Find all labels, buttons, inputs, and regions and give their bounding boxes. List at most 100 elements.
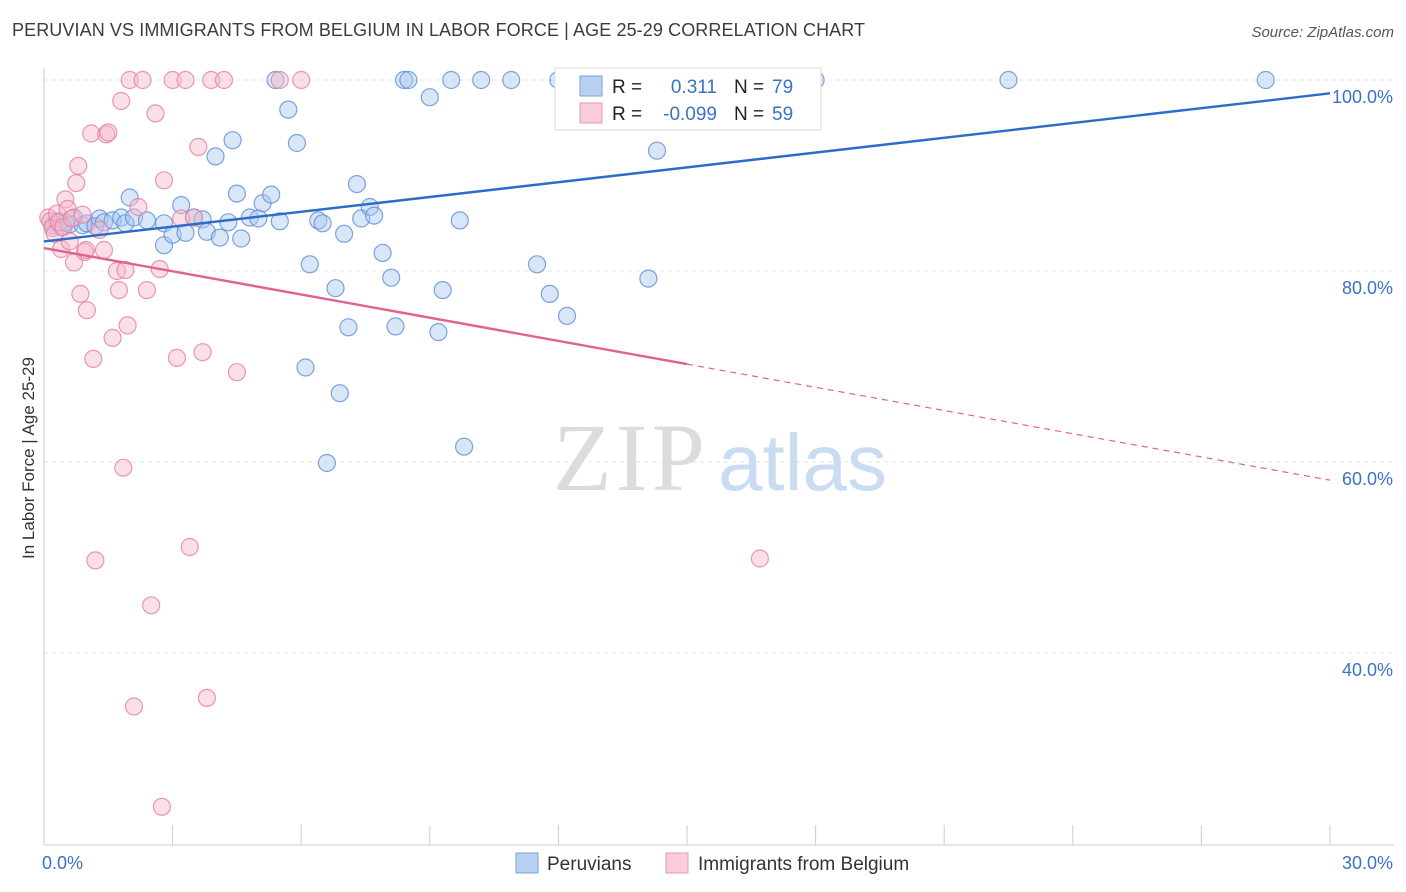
- peruvian-point: [365, 206, 384, 225]
- belgium-point: [202, 70, 221, 90]
- belgium-point: [109, 281, 129, 300]
- peruvian-point: [502, 70, 521, 90]
- y-tick-label-1: 80.0%: [1342, 278, 1393, 298]
- trend-lines: [43, 92, 1331, 481]
- legend-n-label-1: N =: [734, 104, 764, 125]
- chart-source: Source: ZipAtlas.com: [1251, 24, 1394, 41]
- peruvian-point: [330, 384, 349, 403]
- peruvian-point: [420, 88, 439, 107]
- belgium-point: [124, 697, 144, 716]
- legend-r-value-0: 0.311: [671, 77, 717, 98]
- peruvian-point: [326, 279, 345, 298]
- peruvian-point: [442, 70, 461, 90]
- peruvian-point: [382, 268, 401, 287]
- y-axis-title: In Labor Force | Age 25-29: [19, 357, 38, 559]
- peruvian-point: [300, 255, 319, 274]
- peruvian-point: [227, 184, 246, 203]
- belgium-point: [176, 70, 195, 90]
- belgium-point: [99, 123, 118, 142]
- belgium-point: [69, 156, 88, 175]
- belgium-point: [118, 316, 137, 335]
- x-tick-labels: 0.0% 30.0%: [42, 853, 1393, 873]
- belgium-point: [180, 537, 199, 557]
- peruvian-point: [999, 70, 1018, 90]
- belgium-point: [270, 70, 289, 90]
- belgium-point: [94, 240, 114, 260]
- x-tick-label-1: 30.0%: [1342, 853, 1393, 873]
- belgium-point: [193, 343, 212, 362]
- belgium-point: [84, 349, 103, 368]
- belgium-point: [189, 137, 208, 156]
- belgium-point: [292, 70, 311, 90]
- x-tick-label-0: 0.0%: [42, 853, 83, 873]
- peruvian-point: [172, 196, 191, 215]
- belgium-point: [86, 551, 105, 570]
- peruvian-point: [313, 214, 332, 233]
- belgium-point: [67, 174, 86, 193]
- peruvian-point: [395, 70, 414, 90]
- peruvian-point: [1256, 70, 1275, 90]
- belgium-point: [146, 104, 165, 123]
- watermark-atlas: atlas: [718, 418, 887, 507]
- peruvian-point: [647, 141, 667, 160]
- belgium-point: [103, 328, 122, 347]
- peruvian-point: [399, 70, 418, 90]
- belgium-point: [77, 301, 97, 320]
- bottom-legend-swatch-peruvians: [515, 852, 539, 874]
- peruvian-point: [557, 306, 577, 325]
- belgium-point: [112, 91, 131, 111]
- peruvian-point: [450, 211, 469, 230]
- axes: [43, 68, 1394, 846]
- belgium-point: [114, 458, 133, 477]
- peruvian-point: [270, 212, 289, 231]
- legend-n-label-0: N =: [734, 77, 764, 98]
- belgium-point: [214, 70, 234, 90]
- peruvian-point: [296, 358, 315, 377]
- belgium-point: [163, 70, 182, 90]
- belgium-point: [137, 281, 156, 300]
- legend-n-value-1: 59: [772, 104, 793, 125]
- peruvian-point: [210, 228, 229, 247]
- peruvian-point: [279, 100, 298, 119]
- legend-r-label-1: R =: [612, 104, 642, 125]
- series-belgium-points: [39, 70, 770, 816]
- peruvian-point: [429, 323, 448, 342]
- legend-n-value-0: 79: [772, 77, 793, 98]
- belgium-point: [172, 209, 191, 228]
- peruvian-point: [266, 70, 285, 90]
- peruvian-point: [223, 131, 242, 150]
- legend-swatch-peruvians: [579, 75, 603, 97]
- watermark-zip: ZIP: [553, 404, 709, 511]
- belgium-point: [750, 549, 770, 568]
- legend-swatch-belgium: [579, 102, 603, 124]
- belgium-point: [133, 70, 152, 90]
- peruvian-point: [455, 437, 474, 456]
- peruvian-point: [386, 317, 405, 336]
- peruvian-point: [335, 224, 354, 243]
- belgium-point: [62, 209, 82, 228]
- belgium-point: [73, 205, 92, 224]
- y-tick-label-3: 40.0%: [1342, 660, 1393, 680]
- y-tick-labels: 100.0% 80.0% 60.0% 40.0%: [1332, 87, 1393, 680]
- legend-r-value-1: -0.099: [663, 104, 717, 125]
- belgium-point: [71, 284, 90, 303]
- gridlines: [44, 79, 1394, 654]
- chart-title: PERUVIAN VS IMMIGRANTS FROM BELGIUM IN L…: [12, 20, 866, 40]
- peruvian-point: [639, 269, 658, 288]
- belgium-trend-line-solid: [43, 246, 688, 366]
- belgium-point: [129, 197, 148, 217]
- belgium-point: [154, 171, 174, 190]
- peruvian-point: [339, 318, 358, 337]
- belgium-point: [184, 208, 204, 227]
- bottom-legend-label-peruvians: Peruvians: [547, 854, 632, 875]
- belgium-point: [120, 70, 139, 90]
- peruvian-point: [540, 284, 559, 303]
- belgium-point: [116, 260, 135, 280]
- peruvian-point: [232, 229, 251, 248]
- legend: R = 0.311 N = 79 R = -0.099 N = 59: [554, 67, 822, 131]
- peruvian-point: [287, 133, 306, 153]
- belgium-trend-line-dashed: [686, 363, 1331, 481]
- y-tick-label-0: 100.0%: [1332, 87, 1393, 107]
- watermark: ZIP atlas: [553, 404, 887, 511]
